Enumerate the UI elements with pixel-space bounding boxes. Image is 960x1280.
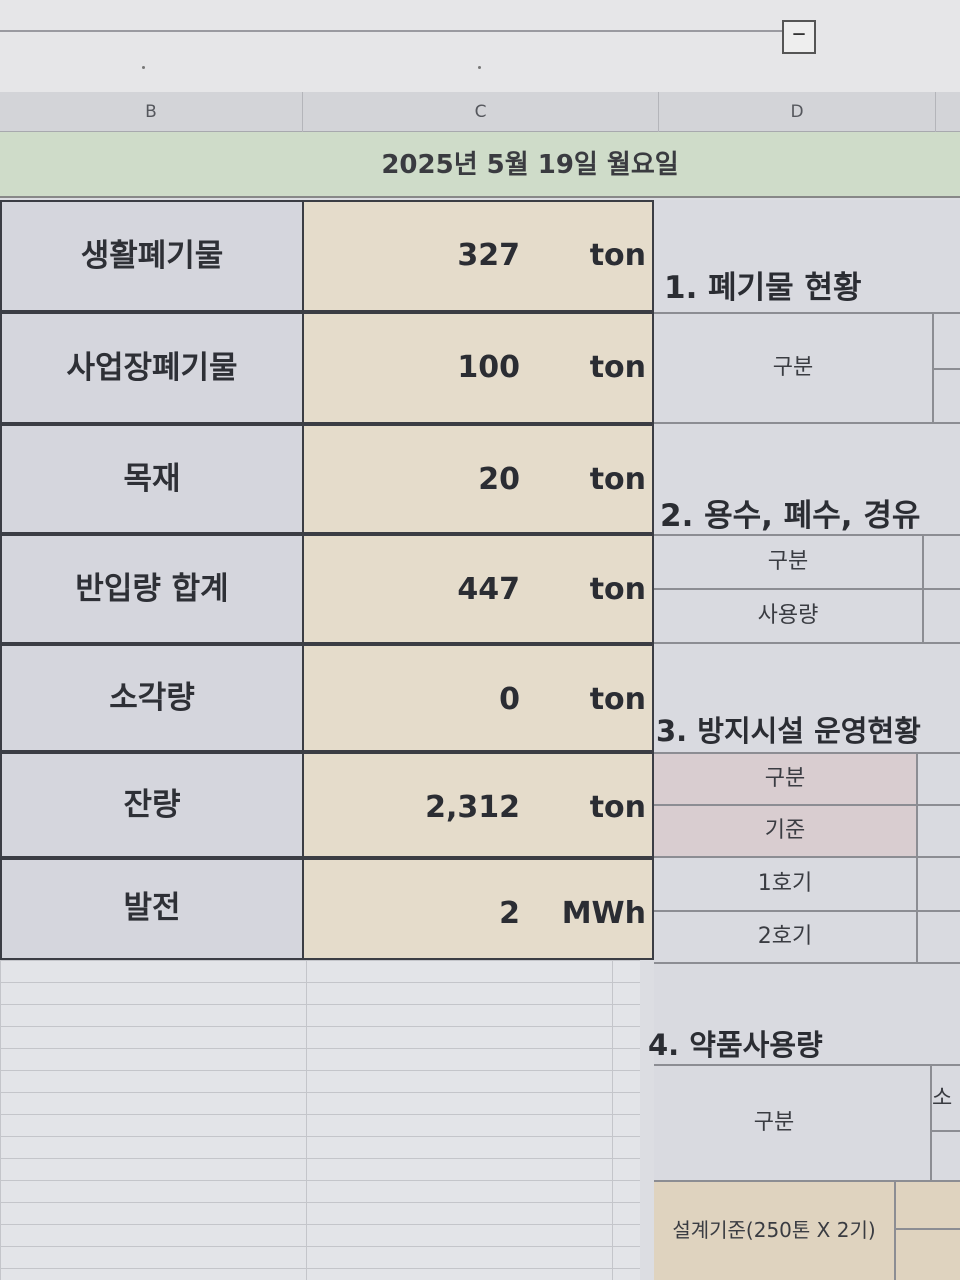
row-value-incinerated[interactable]: 0 ton (304, 644, 654, 752)
value-unit: ton (589, 350, 646, 385)
s2-usage-cell[interactable]: 사용량 (757, 603, 819, 628)
sheet-top-area (0, 0, 960, 100)
outline-dot (478, 66, 481, 69)
cell-border (916, 752, 918, 964)
value-unit: ton (589, 572, 646, 607)
value-number: 2 (499, 896, 520, 931)
value-number: 447 (457, 572, 520, 607)
value-unit: ton (589, 462, 646, 497)
row-value-business-waste[interactable]: 100 ton (304, 312, 654, 424)
row-label-household-waste[interactable]: 생활폐기물 (0, 200, 304, 312)
column-divider[interactable] (302, 92, 303, 132)
cell-border (922, 534, 924, 644)
cell-border (930, 1064, 932, 1182)
cell-border (654, 312, 960, 314)
value-number: 327 (457, 238, 520, 273)
collapse-group-button[interactable]: − (782, 20, 816, 54)
date-header-cell[interactable]: 2025년 5월 19일 월요일 (0, 132, 960, 198)
cell-border (654, 1064, 960, 1066)
value-unit: MWh (561, 896, 646, 931)
column-header-d[interactable]: D (790, 102, 804, 122)
column-divider[interactable] (935, 92, 936, 132)
value-unit: ton (589, 682, 646, 717)
s3-category-cell[interactable]: 구분 (654, 754, 916, 804)
cell-border (654, 856, 960, 858)
row-value-wood[interactable]: 20 ton (304, 424, 654, 534)
cell-border (654, 910, 960, 912)
row-label-remaining[interactable]: 잔량 (0, 752, 304, 858)
date-label: 2025년 5월 19일 월요일 (381, 150, 679, 180)
s3-unit1-cell[interactable]: 1호기 (757, 871, 813, 896)
s3-standard-cell[interactable]: 기준 (654, 806, 916, 856)
cell-border (654, 1180, 960, 1182)
section-title-chemical-usage: 4. 약품사용량 (648, 1028, 823, 1062)
s4-design-row (654, 1182, 960, 1280)
cell-border (932, 1130, 960, 1132)
row-label-wood[interactable]: 목재 (0, 424, 304, 534)
section-title-waste-status: 1. 폐기물 현황 (664, 270, 862, 306)
empty-cells-area[interactable] (0, 960, 640, 1280)
s1-category-cell[interactable]: 구분 (772, 355, 814, 380)
cell-border (654, 422, 960, 424)
row-value-intake-total[interactable]: 447 ton (304, 534, 654, 644)
row-value-remaining[interactable]: 2,312 ton (304, 752, 654, 858)
value-unit: ton (589, 238, 646, 273)
value-number: 20 (478, 462, 520, 497)
outline-dot (142, 66, 145, 69)
value-unit: ton (589, 790, 646, 825)
cell-border (894, 1182, 896, 1280)
row-label-business-waste[interactable]: 사업장폐기물 (0, 312, 304, 424)
section-title-water-fuel: 2. 용수, 폐수, 경유 (660, 498, 921, 534)
cell-border (654, 962, 960, 964)
s3-unit2-cell[interactable]: 2호기 (757, 924, 813, 949)
cell-border (932, 368, 960, 370)
s4-category-cell[interactable]: 구분 (753, 1110, 795, 1135)
s2-category-cell[interactable]: 구분 (767, 549, 809, 574)
column-header-b[interactable]: B (145, 102, 157, 122)
value-number: 100 (457, 350, 520, 385)
cell-border (894, 1228, 960, 1230)
section-title-prevention-facility: 3. 방지시설 운영현황 (656, 714, 921, 748)
row-value-household-waste[interactable]: 327 ton (304, 200, 654, 312)
column-header-c[interactable]: C (474, 102, 487, 122)
cell-border (654, 804, 960, 806)
row-value-power-generation[interactable]: 2 MWh (304, 858, 654, 960)
column-header-bar: B C D (0, 92, 960, 132)
cell-border (654, 534, 960, 536)
row-label-power-generation[interactable]: 발전 (0, 858, 304, 960)
column-divider[interactable] (658, 92, 659, 132)
s4-partial-header[interactable]: 소 (932, 1086, 953, 1111)
outline-bar (0, 30, 790, 32)
row-label-intake-total[interactable]: 반입량 합계 (0, 534, 304, 644)
cell-border (654, 752, 960, 754)
value-number: 0 (499, 682, 520, 717)
row-label-incinerated[interactable]: 소각량 (0, 644, 304, 752)
right-summary-panel: 1. 폐기물 현황 구분 2. 용수, 폐수, 경유 구분 사용량 3. 방지시… (648, 200, 960, 1280)
cell-border (654, 588, 960, 590)
s4-design-standard-cell[interactable]: 설계기준(250톤 X 2기) (672, 1218, 876, 1242)
cell-border (654, 642, 960, 644)
value-number: 2,312 (425, 790, 520, 825)
